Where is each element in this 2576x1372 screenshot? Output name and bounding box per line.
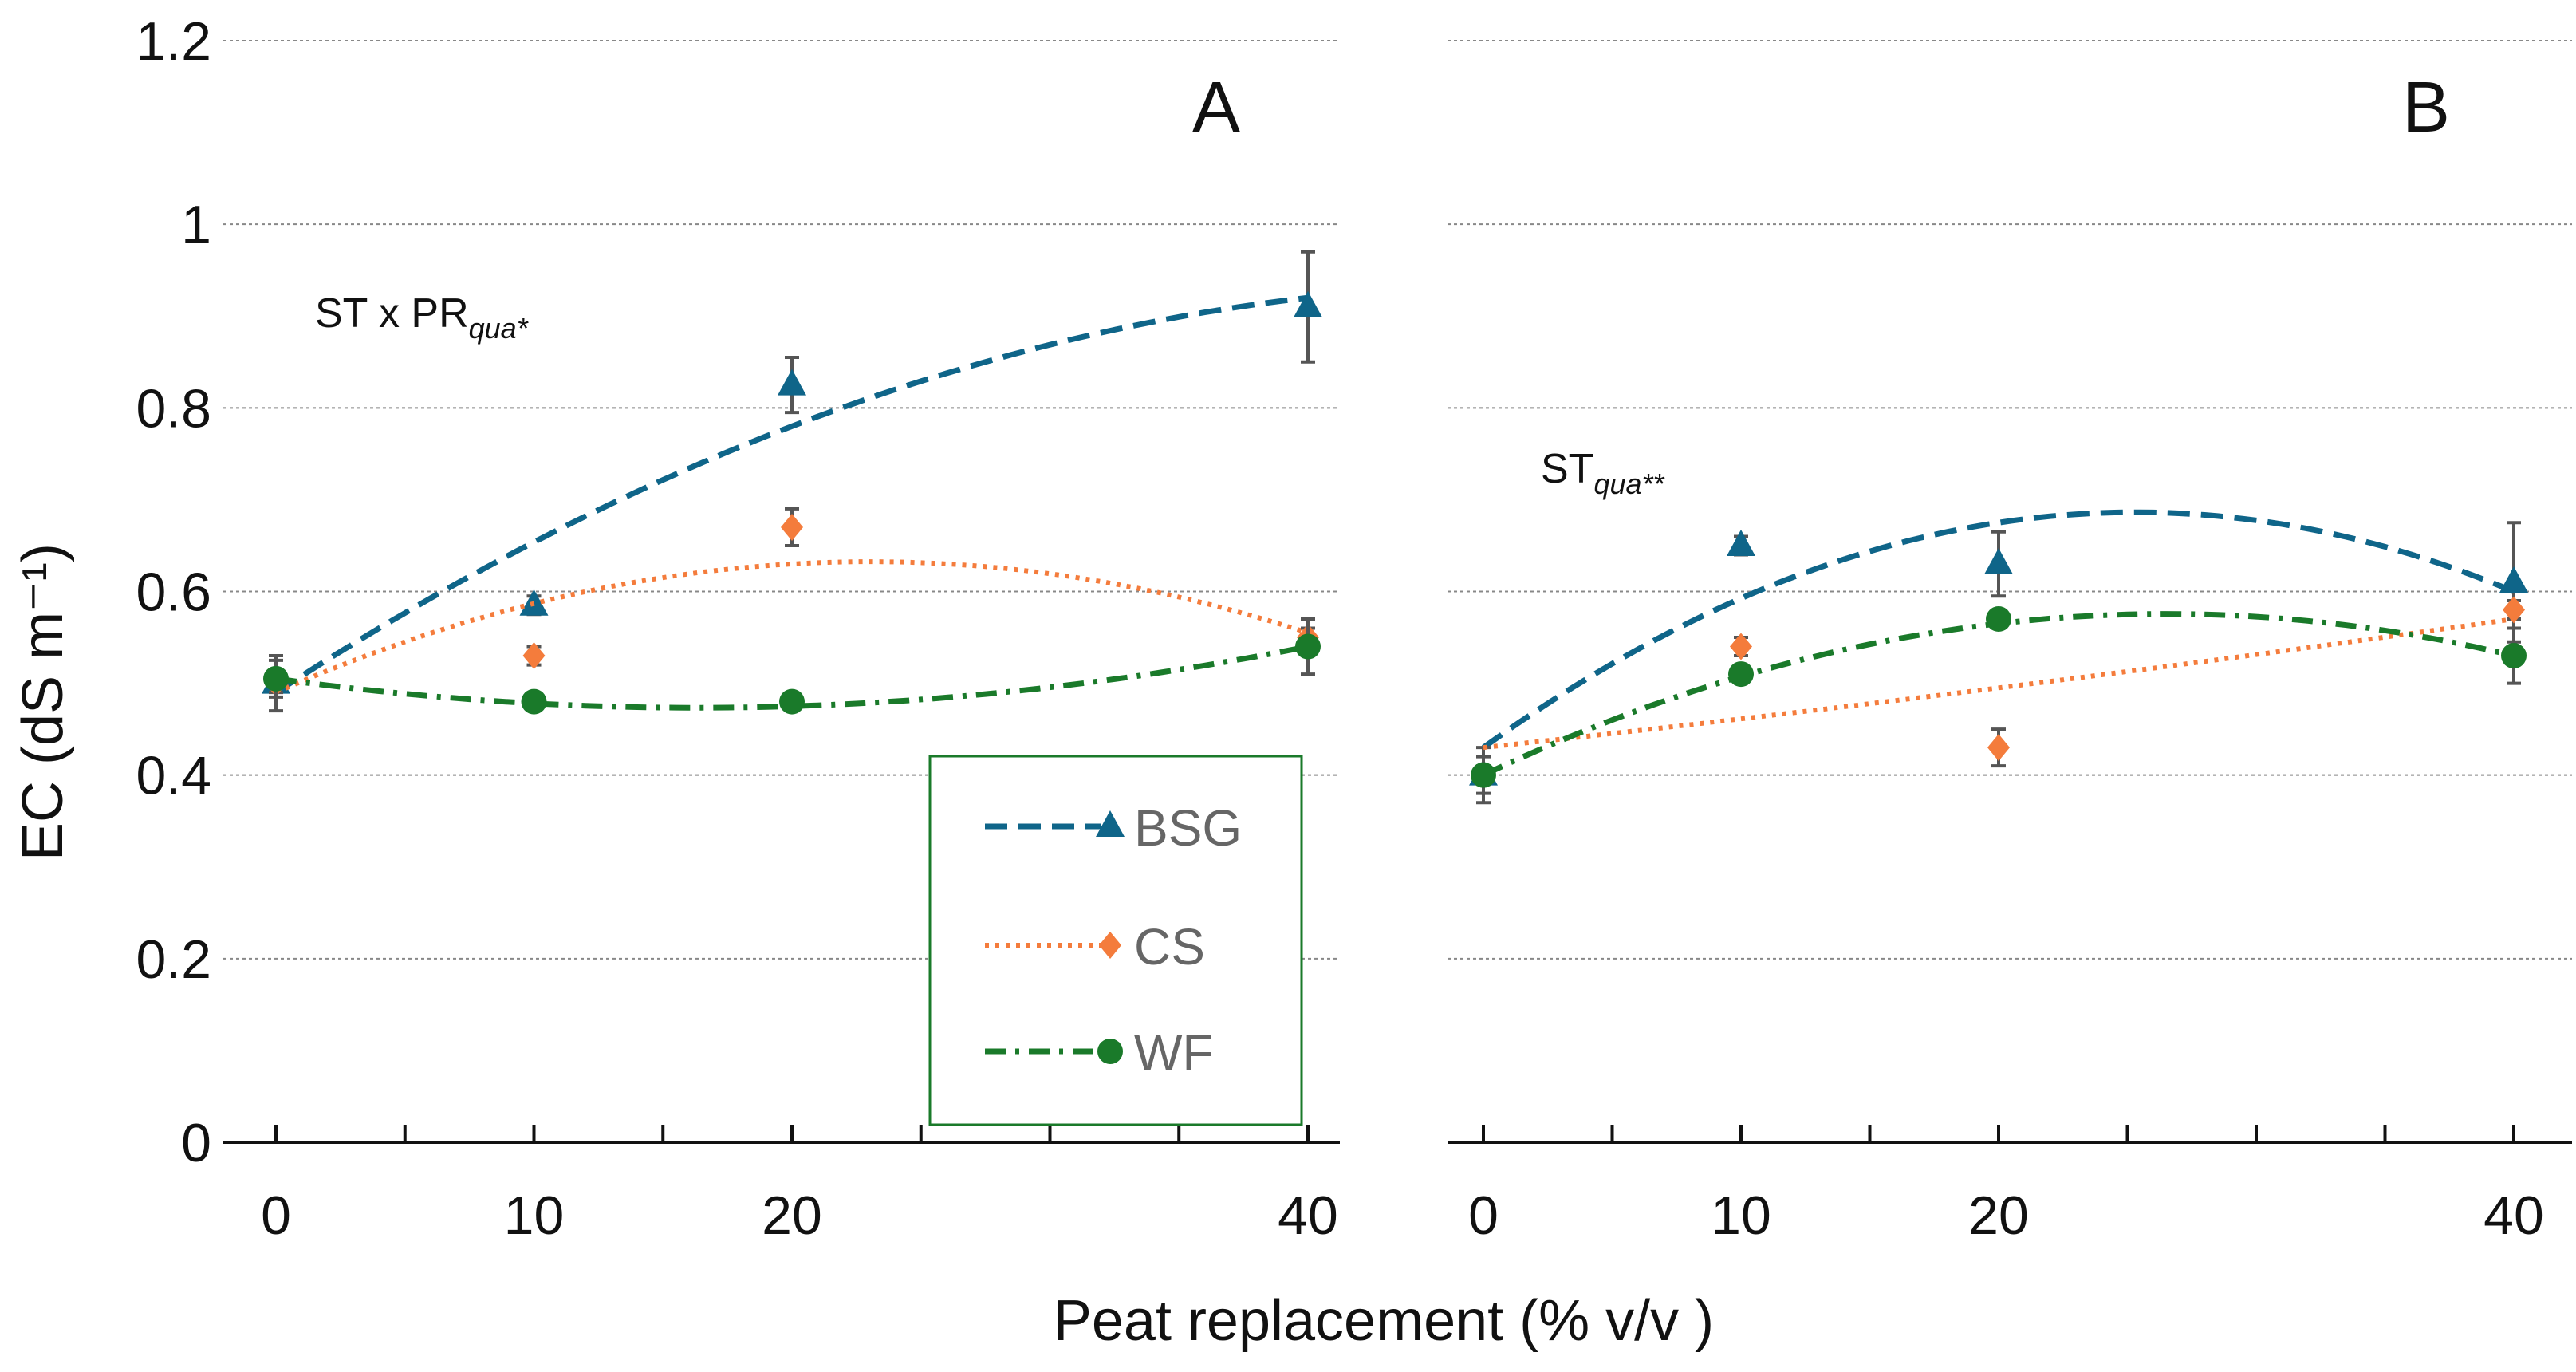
x-tick-label: 40 bbox=[1278, 1185, 1338, 1246]
data-point bbox=[2501, 643, 2527, 669]
fit-curve bbox=[1483, 617, 2515, 751]
data-point bbox=[778, 369, 806, 396]
panel-label: B bbox=[2402, 68, 2450, 148]
series-WF bbox=[263, 617, 1321, 715]
data-point bbox=[2503, 596, 2525, 624]
legend-label-WF: WF bbox=[1134, 1024, 1214, 1082]
data-point bbox=[1471, 762, 1496, 788]
y-axis-label: EC (dS m⁻¹) bbox=[11, 543, 75, 861]
data-point bbox=[779, 688, 805, 715]
data-point bbox=[521, 688, 547, 715]
annotation-sub: qua** bbox=[1593, 467, 1664, 500]
data-point bbox=[1730, 633, 1752, 660]
annotation-main: ST x PR bbox=[315, 290, 469, 337]
data-point bbox=[781, 513, 803, 541]
legend-label-BSG: BSG bbox=[1134, 799, 1242, 857]
annotation-sub: qua* bbox=[469, 312, 529, 345]
data-point bbox=[263, 665, 289, 692]
x-tick-label: 0 bbox=[1468, 1185, 1499, 1246]
data-point bbox=[522, 642, 546, 670]
significance-annotation: STqua** bbox=[1541, 446, 1665, 500]
annotation-main: ST bbox=[1541, 446, 1593, 492]
panel-B: 0 10 20 40 B STqua** bbox=[1448, 40, 2572, 1246]
y-tick-label: 0 bbox=[181, 1113, 211, 1173]
y-tick-label: 0.8 bbox=[136, 378, 211, 439]
legend-marker-BSG bbox=[1096, 810, 1125, 837]
data-point bbox=[1987, 734, 2010, 762]
data-point bbox=[1294, 290, 1322, 317]
x-tick-label: 10 bbox=[504, 1185, 565, 1246]
x-axis-label: Peat replacement (% v/v ) bbox=[1054, 1289, 1714, 1353]
series-WF bbox=[1471, 606, 2527, 795]
panel-label: A bbox=[1192, 68, 1240, 148]
x-tick-label: 20 bbox=[762, 1185, 822, 1246]
y-tick-label: 1.2 bbox=[136, 11, 211, 72]
x-tick-label: 0 bbox=[261, 1185, 291, 1246]
fit-curve bbox=[274, 294, 1309, 696]
data-point bbox=[1295, 633, 1321, 660]
panel-A: 0 10 20 40 0 0.2 0.4 0.6 0.8 1 1.2 A ST x PRqua* bbox=[136, 11, 1340, 1246]
data-point bbox=[1727, 529, 1755, 556]
x-tick-label: 20 bbox=[1968, 1185, 2029, 1246]
legend-label-CS: CS bbox=[1134, 918, 1205, 976]
data-point bbox=[1984, 547, 2013, 574]
legend-marker-WF bbox=[1097, 1039, 1123, 1064]
y-tick-label: 0.2 bbox=[136, 929, 211, 990]
data-point bbox=[2499, 566, 2528, 593]
legend-marker-CS bbox=[1099, 932, 1121, 959]
x-tick-label: 10 bbox=[1711, 1185, 1771, 1246]
data-point bbox=[1986, 606, 2011, 633]
significance-annotation: ST x PRqua* bbox=[315, 290, 529, 345]
y-tick-label: 0.4 bbox=[136, 746, 211, 806]
legend: BSG CS WF bbox=[928, 755, 1303, 1126]
y-tick-label: 1 bbox=[181, 195, 211, 255]
x-tick-label: 40 bbox=[2483, 1185, 2544, 1246]
data-point bbox=[1728, 661, 1754, 688]
fit-curve bbox=[1481, 509, 2515, 750]
y-tick-label: 0.6 bbox=[136, 562, 211, 623]
